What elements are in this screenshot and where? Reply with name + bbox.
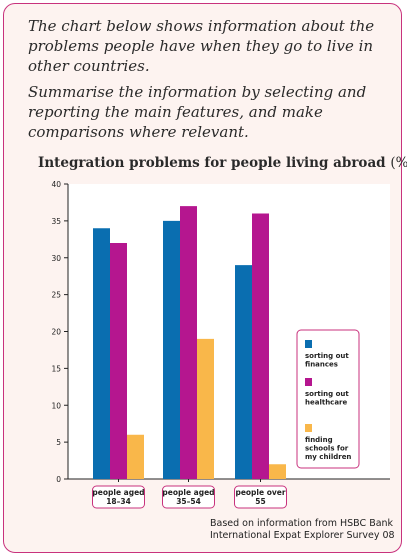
category-label-box bbox=[162, 485, 215, 509]
x-tick-label: people aged bbox=[162, 488, 214, 497]
legend-entry-text: sorting out bbox=[305, 352, 349, 360]
source-line-1: Based on information from HSBC Bank bbox=[210, 518, 394, 529]
x-tick-label: 18–34 bbox=[106, 497, 131, 506]
legend-box bbox=[296, 329, 360, 469]
prompt-paragraph-2: Summarise the information by selecting a… bbox=[28, 83, 367, 141]
bar bbox=[93, 228, 110, 479]
legend-swatch bbox=[305, 424, 312, 432]
x-tick-label: 55 bbox=[255, 497, 265, 506]
category-label-box bbox=[92, 485, 145, 509]
y-tick-label: 20 bbox=[51, 328, 61, 337]
chart-title: Integration problems for people living a… bbox=[38, 155, 407, 171]
legend-entry-text: sorting out bbox=[305, 390, 349, 398]
y-tick-label: 30 bbox=[51, 254, 61, 263]
bar bbox=[110, 243, 127, 479]
bar bbox=[127, 434, 144, 479]
bar bbox=[197, 338, 214, 479]
legend-entry-text: my children bbox=[305, 453, 351, 461]
bar bbox=[269, 464, 286, 479]
legend-entry-text: healthcare bbox=[305, 399, 348, 407]
x-tick-label: 35–54 bbox=[176, 497, 201, 506]
y-tick-label: 10 bbox=[51, 401, 61, 410]
y-tick-label: 15 bbox=[51, 364, 61, 373]
x-tick-label: people over bbox=[235, 488, 285, 497]
legend-entry-text: schools for bbox=[305, 445, 349, 453]
y-tick-label: 35 bbox=[51, 217, 61, 226]
y-tick-label: 40 bbox=[51, 180, 61, 189]
bar bbox=[180, 206, 197, 479]
legend-swatch bbox=[305, 340, 312, 348]
y-tick-label: 5 bbox=[56, 438, 61, 447]
y-tick-label: 0 bbox=[56, 475, 61, 484]
legend-entry-text: finances bbox=[305, 361, 338, 369]
task-prompt: The chart below shows information about … bbox=[28, 16, 388, 148]
source-line-2: International Expat Explorer Survey 08 bbox=[210, 530, 395, 541]
bar bbox=[252, 213, 269, 479]
bar bbox=[163, 220, 180, 479]
bar bbox=[235, 265, 252, 479]
source-note: Based on information from HSBC Bank Inte… bbox=[210, 518, 395, 542]
legend-swatch bbox=[305, 378, 312, 386]
legend-entry-text: finding bbox=[305, 436, 333, 444]
prompt-paragraph-1: The chart below shows information about … bbox=[28, 17, 375, 75]
x-tick-label: people aged bbox=[92, 488, 144, 497]
category-label-box bbox=[234, 485, 287, 509]
chart-title-unit: (%) bbox=[390, 155, 407, 171]
chart-title-text: Integration problems for people living a… bbox=[38, 155, 386, 171]
y-tick-label: 25 bbox=[51, 291, 61, 300]
